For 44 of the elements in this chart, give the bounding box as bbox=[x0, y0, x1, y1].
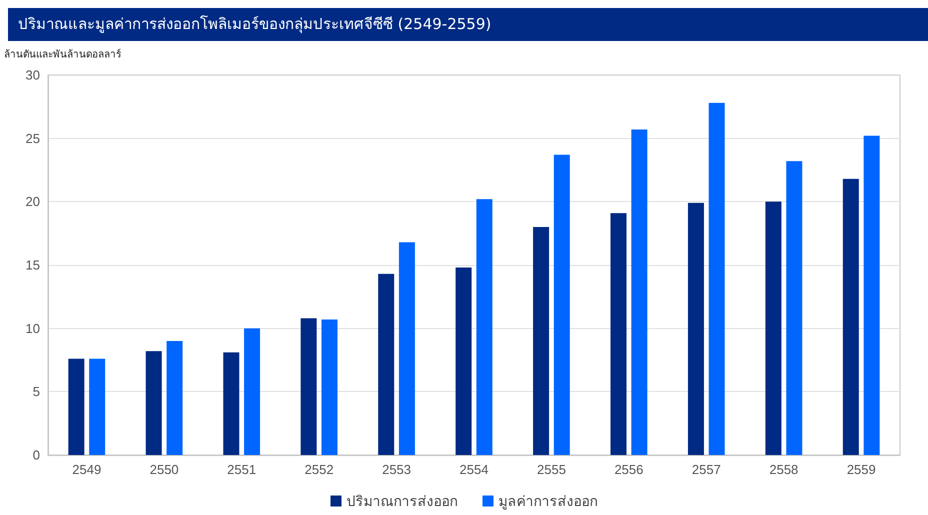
x-tick-label: 2558 bbox=[769, 462, 798, 477]
bar bbox=[688, 202, 704, 455]
bar bbox=[864, 136, 880, 455]
x-tick-label: 2554 bbox=[460, 462, 488, 477]
bar bbox=[786, 161, 802, 455]
bar bbox=[398, 242, 415, 455]
x-tick-label: 2552 bbox=[304, 462, 334, 477]
x-tick-label: 2556 bbox=[614, 462, 644, 477]
y-axis-title: ล้านตันและพันล้านดอลลาร์ bbox=[4, 48, 122, 60]
bar bbox=[89, 358, 106, 455]
x-tick-label: 2555 bbox=[536, 462, 566, 477]
x-tick-label: 2557 bbox=[692, 462, 721, 477]
y-tick-label: 30 bbox=[26, 68, 40, 82]
bar bbox=[146, 351, 162, 455]
bar bbox=[842, 178, 859, 455]
bar bbox=[321, 319, 338, 455]
chart-title: ปริมาณและมูลค่าการส่งออกโพลิเมอร์ของกลุ่มประเทศจีซีซี (2549-2559) bbox=[8, 8, 928, 41]
bar bbox=[300, 318, 317, 455]
y-tick-label: 0 bbox=[32, 448, 40, 462]
bar bbox=[708, 102, 725, 455]
bar bbox=[533, 227, 550, 455]
bar bbox=[476, 199, 492, 455]
x-tick-label: 2551 bbox=[227, 462, 256, 477]
x-tick-label: 2549 bbox=[72, 462, 102, 477]
y-tick-label: 15 bbox=[26, 258, 40, 272]
x-tick-label: 2553 bbox=[382, 462, 412, 477]
x-tick-label: 2559 bbox=[846, 462, 876, 477]
bar bbox=[610, 213, 627, 455]
x-tick-label: 2550 bbox=[150, 462, 179, 477]
bar bbox=[68, 358, 84, 455]
bar bbox=[244, 328, 260, 455]
bar bbox=[554, 154, 570, 455]
legend-label: มูลค่าการส่งออก bbox=[498, 493, 598, 510]
bar bbox=[456, 268, 472, 455]
y-tick-label: 20 bbox=[26, 194, 40, 210]
y-tick-label: 10 bbox=[26, 320, 40, 336]
y-tick-label: 25 bbox=[26, 130, 40, 146]
bar bbox=[378, 274, 394, 455]
bar bbox=[223, 352, 240, 455]
bar bbox=[166, 341, 183, 455]
bar bbox=[631, 129, 648, 455]
legend-label: ปริมาณการส่งออก bbox=[346, 493, 458, 509]
bar bbox=[765, 202, 782, 455]
y-tick-label: 5 bbox=[32, 384, 40, 400]
